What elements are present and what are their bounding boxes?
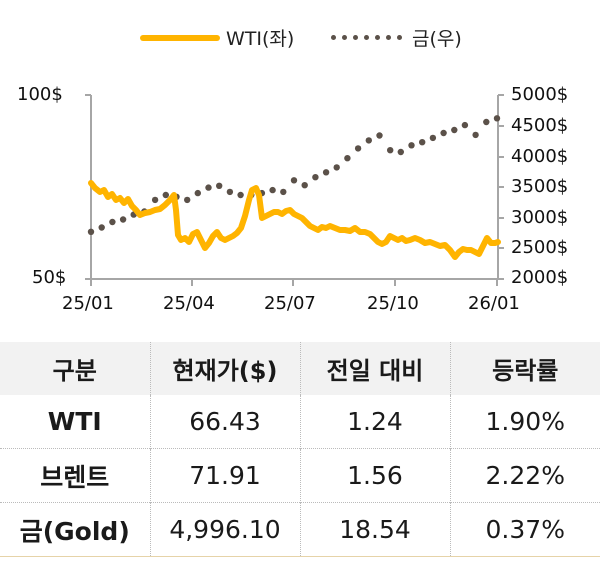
legend-label-wti: WTI(좌) <box>226 28 295 50</box>
gold-data-point <box>397 148 404 156</box>
gold-data-point <box>237 191 244 199</box>
x-tick-26-01: 26/01 <box>468 293 520 314</box>
right-y-tick-4500: 4500$ <box>511 115 569 136</box>
x-tick-25-10: 25/10 <box>367 293 419 314</box>
gold-data-point <box>333 164 340 171</box>
gold-data-point <box>205 184 212 191</box>
gold-data-point <box>87 228 95 235</box>
row-label: 브렌트 <box>0 448 150 503</box>
table-header-row: 구분 현재가($) 전일 대비 등락률 <box>0 342 600 395</box>
legend-dots-swatch <box>331 35 402 40</box>
change-rate: 0.37% <box>449 502 600 557</box>
daily-change: 1.56 <box>299 448 450 503</box>
gold-data-point <box>354 145 362 152</box>
dual-axis-line-chart: 100$ 50$ 5000$ 4500$ 4000$ 3500$ 3000$ 2… <box>0 60 600 330</box>
x-tick-25-07: 25/07 <box>264 293 316 314</box>
left-y-tick-100: 100$ <box>17 84 63 105</box>
chart-plot <box>85 94 504 286</box>
daily-change: 18.54 <box>299 502 450 557</box>
header-daily-change: 전일 대비 <box>299 342 450 395</box>
gold-data-point <box>322 169 330 176</box>
gold-data-point <box>493 115 501 122</box>
gold-data-point <box>461 121 469 129</box>
header-change-rate: 등락률 <box>449 342 600 395</box>
wti-series <box>88 180 501 260</box>
right-y-tick-2500: 2500$ <box>511 237 569 258</box>
gold-data-point <box>151 196 159 204</box>
gold-data-point <box>440 129 447 137</box>
gold-data-point <box>451 126 458 134</box>
current-price: 71.91 <box>149 448 300 503</box>
x-tick-25-04: 25/04 <box>163 293 215 314</box>
current-price: 4,996.10 <box>149 502 300 557</box>
gold-data-point <box>472 131 479 139</box>
header-current-price: 현재가($) <box>149 342 300 395</box>
right-y-tick-4000: 4000$ <box>511 146 569 167</box>
gold-data-point <box>376 132 383 139</box>
gold-data-point <box>226 188 234 196</box>
gold-data-point <box>290 177 298 184</box>
right-y-tick-2000: 2000$ <box>511 267 569 288</box>
gold-data-point <box>184 196 191 204</box>
right-y-tick-3000: 3000$ <box>511 207 569 228</box>
gold-data-point <box>109 218 116 226</box>
x-axis-ticks <box>90 279 498 286</box>
gold-data-point <box>280 188 287 196</box>
gold-data-point <box>429 134 437 142</box>
daily-change: 1.24 <box>299 395 450 449</box>
current-price: 66.43 <box>149 395 300 449</box>
gold-data-point <box>408 142 415 149</box>
gold-data-point <box>216 182 223 189</box>
gold-data-point <box>483 118 490 126</box>
table-row-wti: WTI 66.43 1.24 1.90% <box>0 395 600 449</box>
left-y-tick-50: 50$ <box>32 267 67 288</box>
chart-legend: WTI(좌) 금(우) <box>0 24 600 54</box>
change-rate: 1.90% <box>449 395 600 449</box>
legend-item-wti: WTI(좌) <box>140 24 294 51</box>
gold-data-point <box>119 216 127 223</box>
legend-line-swatch <box>140 34 220 41</box>
row-label: 금(Gold) <box>0 502 150 557</box>
table-row-gold: 금(Gold) 4,996.10 18.54 0.37% <box>0 502 600 557</box>
gold-data-point <box>194 189 201 197</box>
change-rate: 2.22% <box>449 448 600 503</box>
x-tick-25-01: 25/01 <box>62 293 114 314</box>
gold-data-point <box>365 137 372 144</box>
gold-data-point <box>344 155 351 162</box>
right-y-tick-3500: 3500$ <box>511 176 569 197</box>
gold-data-point <box>419 139 426 146</box>
gold-data-point <box>301 182 308 189</box>
header-category: 구분 <box>0 342 150 395</box>
legend-label-gold: 금(우) <box>412 28 462 50</box>
legend-item-gold: 금(우) <box>331 24 462 51</box>
gold-data-point <box>312 174 319 181</box>
gold-data-point <box>98 224 105 231</box>
gold-data-point <box>387 147 394 154</box>
right-y-tick-5000: 5000$ <box>511 84 569 105</box>
table-row-brent: 브렌트 71.91 1.56 2.22% <box>0 448 600 503</box>
gold-data-point <box>269 186 276 194</box>
row-label: WTI <box>47 407 102 436</box>
price-summary-table: 구분 현재가($) 전일 대비 등락률 WTI 66.43 1.24 1.90%… <box>0 342 600 557</box>
gold-data-point <box>162 191 169 199</box>
